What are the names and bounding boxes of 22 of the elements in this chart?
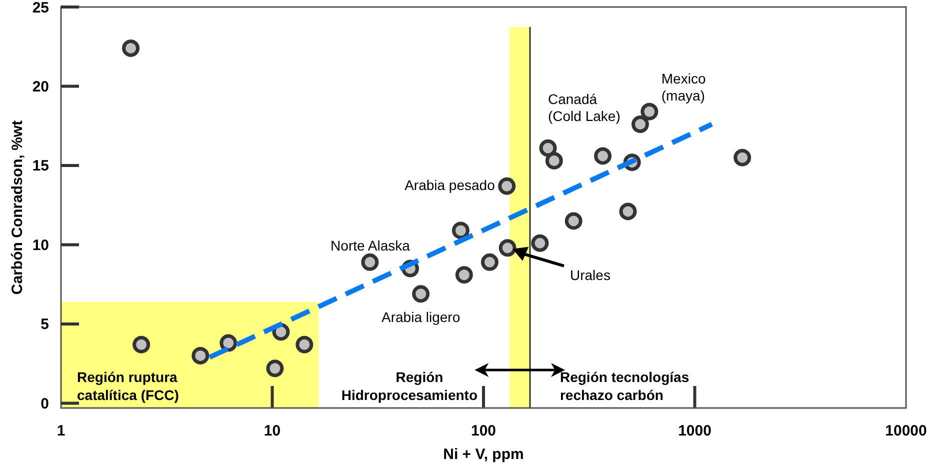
annotation: Región tecnologías rechazo carbón	[560, 369, 690, 403]
y-tick-label: 20	[32, 78, 49, 96]
annotation: Urales	[570, 266, 610, 283]
x-tick-label: 100	[470, 422, 496, 440]
y-tick-label: 10	[32, 236, 49, 254]
annotation: Arabia ligero	[382, 308, 460, 325]
annotation: Canadá (Cold Lake)	[548, 91, 620, 124]
x-axis-title: Ni + V, ppm	[443, 446, 524, 463]
x-tick-label: 1000	[678, 422, 712, 440]
band-label: Región ruptura catalítica (FCC)	[77, 369, 179, 403]
y-tick-label: 25	[32, 0, 49, 16]
y-tick-label: 5	[40, 316, 49, 334]
annotation: Norte Alaska	[330, 238, 410, 254]
y-tick-label: 0	[40, 395, 49, 412]
x-tick-label: 10	[264, 422, 281, 440]
annotation: Región Hidroprocesamiento	[341, 369, 478, 403]
y-axis-title: Carbón Conradson, %wt	[9, 120, 26, 295]
annotation: Arabia pesado	[404, 177, 496, 194]
x-tick-label: 10000	[885, 422, 927, 440]
x-tick-label: 1	[56, 422, 66, 440]
annotation: Mexico (maya)	[661, 70, 706, 104]
y-tick-label: 15	[32, 158, 49, 175]
